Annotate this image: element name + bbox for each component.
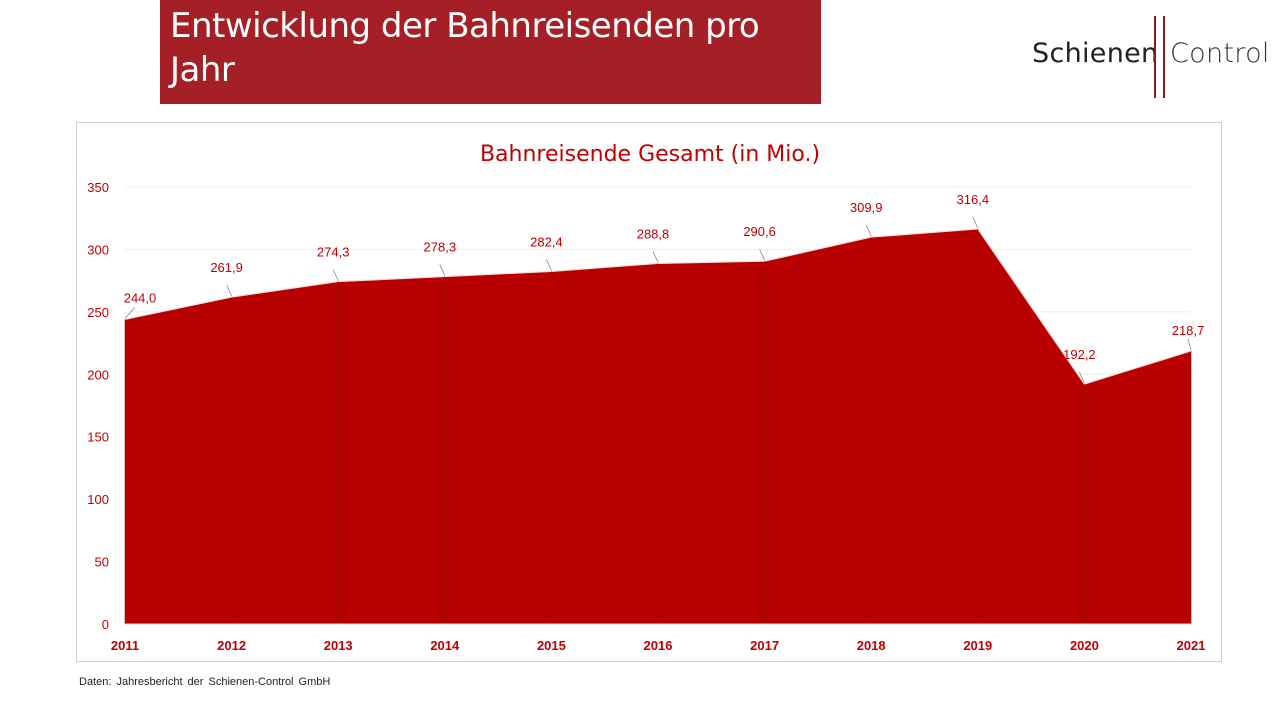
- y-tick-label: 100: [87, 492, 109, 507]
- x-tick-label: 2012: [217, 638, 246, 653]
- x-tick-label: 2014: [430, 638, 460, 653]
- x-tick-label: 2011: [111, 638, 139, 653]
- data-label-leader: [1079, 371, 1085, 384]
- data-label-leader: [972, 216, 979, 229]
- data-label-leader: [865, 224, 872, 237]
- x-tick-label: 2021: [1177, 638, 1206, 653]
- x-tick-label: 2020: [1070, 638, 1099, 653]
- logo-word-schienen: Schienen: [1032, 38, 1159, 69]
- data-label-leader: [652, 251, 659, 263]
- data-label: 244,0: [124, 290, 157, 305]
- data-label-leader: [439, 264, 446, 276]
- data-label-leader: [124, 307, 136, 319]
- y-tick-label: 300: [87, 242, 109, 257]
- data-label-leader: [1187, 338, 1192, 351]
- logo-word-control: Control: [1170, 38, 1270, 69]
- x-tick-label: 2013: [324, 638, 353, 653]
- data-label-leader: [546, 259, 552, 271]
- chart-title: Bahnreisende Gesamt (in Mio.): [480, 142, 820, 167]
- data-label-leader: [332, 269, 339, 281]
- data-label-leader: [759, 248, 765, 261]
- logo-divider-bar: [1163, 16, 1165, 98]
- schienen-control-logo: Schienen Control: [1030, 14, 1270, 100]
- data-label: 309,9: [850, 200, 883, 215]
- title-banner: Entwicklung der Bahnreisenden pro Jahr: [160, 0, 821, 104]
- y-tick-label: 350: [87, 180, 109, 195]
- x-tick-label: 2019: [963, 638, 992, 653]
- data-label: 261,9: [210, 260, 243, 275]
- x-tick-label: 2017: [750, 638, 779, 653]
- data-label: 278,3: [424, 240, 457, 255]
- y-tick-label: 200: [87, 367, 109, 382]
- area-chart: Bahnreisende Gesamt (in Mio.) 0 50 100 150 20…: [87, 142, 1206, 653]
- y-tick-label: 250: [87, 305, 109, 320]
- x-tick-label: 2018: [857, 638, 886, 653]
- data-label-leader: [226, 284, 232, 297]
- x-tick-label: 2016: [644, 638, 673, 653]
- y-tick-label: 0: [102, 617, 109, 632]
- data-label: 192,2: [1063, 347, 1096, 362]
- y-tick-label: 150: [87, 430, 109, 445]
- data-label: 282,4: [530, 234, 563, 249]
- page-title: Entwicklung der Bahnreisenden pro Jahr: [170, 6, 760, 90]
- chart-container: Bahnreisende Gesamt (in Mio.) 0 50 100 150 20…: [76, 122, 1222, 662]
- data-label: 288,8: [637, 226, 670, 241]
- y-tick-label: 50: [95, 555, 109, 570]
- data-label: 218,7: [1172, 323, 1205, 338]
- data-label: 274,3: [317, 245, 350, 260]
- source-note: Daten: Jahresbericht der Schienen-Contro…: [79, 676, 331, 688]
- x-tick-label: 2015: [537, 638, 566, 653]
- data-label: 290,6: [743, 224, 776, 239]
- logo-divider-bar: [1154, 16, 1156, 98]
- data-label: 316,4: [957, 192, 990, 207]
